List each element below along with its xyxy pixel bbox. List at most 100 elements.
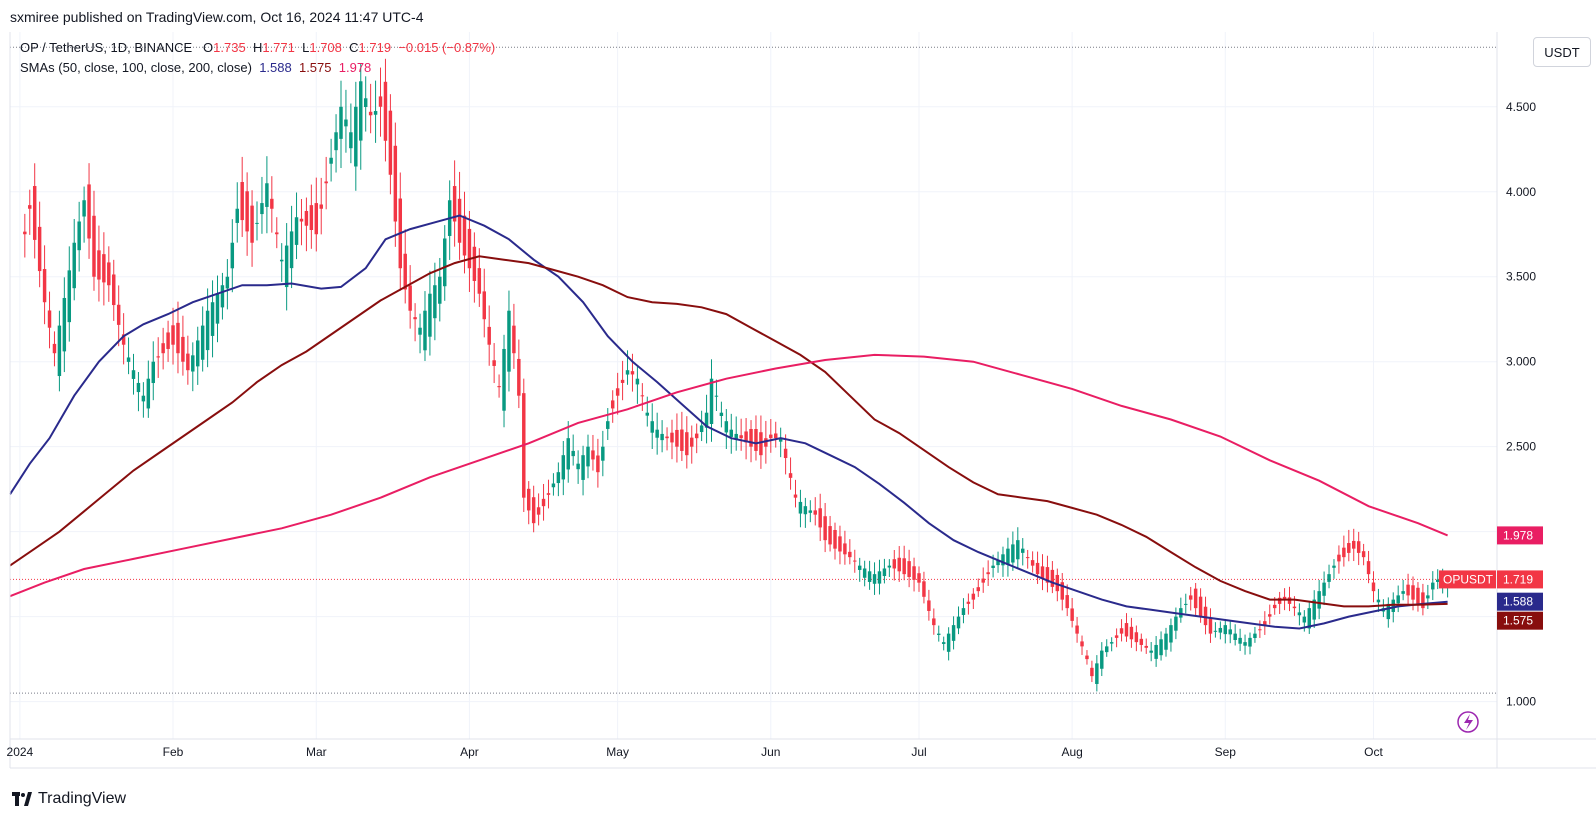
candle-body bbox=[1238, 637, 1242, 644]
candle-body bbox=[141, 395, 146, 402]
candle-body bbox=[561, 455, 566, 480]
candle-body bbox=[279, 259, 284, 262]
low-value: 1.708 bbox=[309, 40, 342, 55]
candle-body bbox=[853, 560, 857, 562]
ohlc-legend: OP / TetherUS, 1D, BINANCE O1.735 H1.771… bbox=[20, 40, 495, 55]
high-key: H bbox=[252, 40, 263, 55]
candle-body bbox=[1144, 645, 1148, 648]
candle-body bbox=[956, 616, 961, 629]
candle-body bbox=[892, 559, 897, 569]
price-label-box bbox=[1497, 611, 1543, 630]
candle-body bbox=[1188, 595, 1193, 600]
candle-body bbox=[912, 566, 916, 580]
sma-line bbox=[9, 353, 1448, 598]
candle-body bbox=[275, 232, 279, 235]
candle-body bbox=[897, 557, 901, 572]
sma-legend[interactable]: SMAs (50, close, 100, close, 200, close)… bbox=[20, 60, 371, 75]
candle-body bbox=[670, 432, 674, 443]
candle-body bbox=[126, 357, 131, 362]
candle-body bbox=[685, 432, 689, 456]
candle-body bbox=[719, 412, 724, 416]
candle-body bbox=[487, 326, 491, 345]
candle-body bbox=[309, 205, 314, 230]
candle-body bbox=[1356, 541, 1361, 553]
axes: 1.0001.5002.0002.5003.0003.5004.0004.500… bbox=[7, 32, 1596, 769]
currency-button[interactable]: USDT bbox=[1533, 37, 1591, 67]
candle-body bbox=[102, 254, 106, 283]
candle-body bbox=[1055, 574, 1060, 592]
candle-body bbox=[546, 493, 551, 495]
candle-body bbox=[354, 106, 358, 167]
candle-body bbox=[665, 436, 669, 439]
reference-levels bbox=[10, 46, 1497, 694]
price-label-text: 1.719 bbox=[1503, 572, 1533, 586]
candle-body bbox=[210, 302, 215, 336]
candle-body bbox=[1040, 566, 1045, 579]
candle-body bbox=[764, 438, 768, 447]
candle-body bbox=[57, 325, 62, 377]
candle-body bbox=[937, 633, 941, 635]
candle-body bbox=[902, 558, 906, 575]
candle-body bbox=[467, 228, 472, 269]
candle-body bbox=[92, 215, 96, 277]
candle-body bbox=[601, 446, 605, 461]
candle-body bbox=[52, 343, 57, 354]
candle-body bbox=[195, 340, 200, 367]
candle-body bbox=[1421, 592, 1425, 609]
candle-body bbox=[191, 355, 195, 372]
candle-body bbox=[1006, 548, 1010, 565]
candle-body bbox=[793, 494, 798, 498]
candle-body bbox=[349, 132, 353, 149]
candle-body bbox=[1366, 561, 1371, 575]
candle-body bbox=[1416, 587, 1420, 604]
candle-body bbox=[1208, 618, 1213, 634]
candle-body bbox=[339, 106, 343, 139]
candle-body bbox=[635, 378, 640, 385]
tradingview-logo-icon bbox=[12, 792, 32, 806]
candle-body bbox=[166, 332, 170, 349]
candle-body bbox=[393, 145, 398, 222]
symbol-label-text: OPUSDT bbox=[1443, 572, 1494, 586]
candle-body bbox=[423, 310, 427, 351]
candle-body bbox=[205, 310, 210, 351]
candle-body bbox=[917, 573, 921, 583]
candle-body bbox=[388, 110, 393, 175]
lightning-icon[interactable] bbox=[1457, 711, 1479, 733]
candle-body bbox=[759, 432, 763, 456]
candle-body bbox=[1287, 597, 1292, 604]
candle-body bbox=[28, 205, 32, 209]
candle-body bbox=[116, 304, 121, 325]
symbol-label[interactable]: OP / TetherUS, 1D, BINANCE bbox=[20, 40, 193, 55]
candle-body bbox=[186, 353, 190, 371]
candle-body bbox=[625, 370, 630, 375]
high-value: 1.771 bbox=[262, 40, 295, 55]
candle-body bbox=[1080, 641, 1084, 647]
candle-body bbox=[680, 429, 684, 451]
candle-body bbox=[512, 325, 516, 354]
candle-body bbox=[1179, 608, 1183, 618]
candle-body bbox=[581, 455, 585, 480]
price-label-text: 1.588 bbox=[1503, 595, 1533, 609]
candle-body bbox=[433, 285, 437, 319]
tradingview-branding[interactable]: TradingView bbox=[12, 790, 126, 808]
candle-body bbox=[951, 625, 956, 641]
candle-body bbox=[136, 382, 141, 393]
x-tick-label: Apr bbox=[460, 745, 479, 759]
moving-averages bbox=[9, 214, 1448, 630]
candle-body bbox=[754, 429, 758, 451]
candle-body bbox=[289, 231, 294, 269]
candle-body bbox=[1154, 644, 1158, 659]
candle-body bbox=[359, 81, 363, 141]
candle-body bbox=[408, 285, 412, 311]
candle-body bbox=[976, 587, 981, 592]
candle-body bbox=[1233, 633, 1237, 640]
candle-body bbox=[1352, 540, 1356, 549]
candle-body bbox=[996, 559, 1000, 566]
candle-body bbox=[1228, 629, 1232, 635]
candle-body bbox=[457, 198, 462, 243]
candle-body bbox=[107, 262, 111, 286]
candle-body bbox=[1174, 616, 1178, 631]
candle-body bbox=[932, 618, 936, 626]
candle-body bbox=[1016, 540, 1020, 560]
